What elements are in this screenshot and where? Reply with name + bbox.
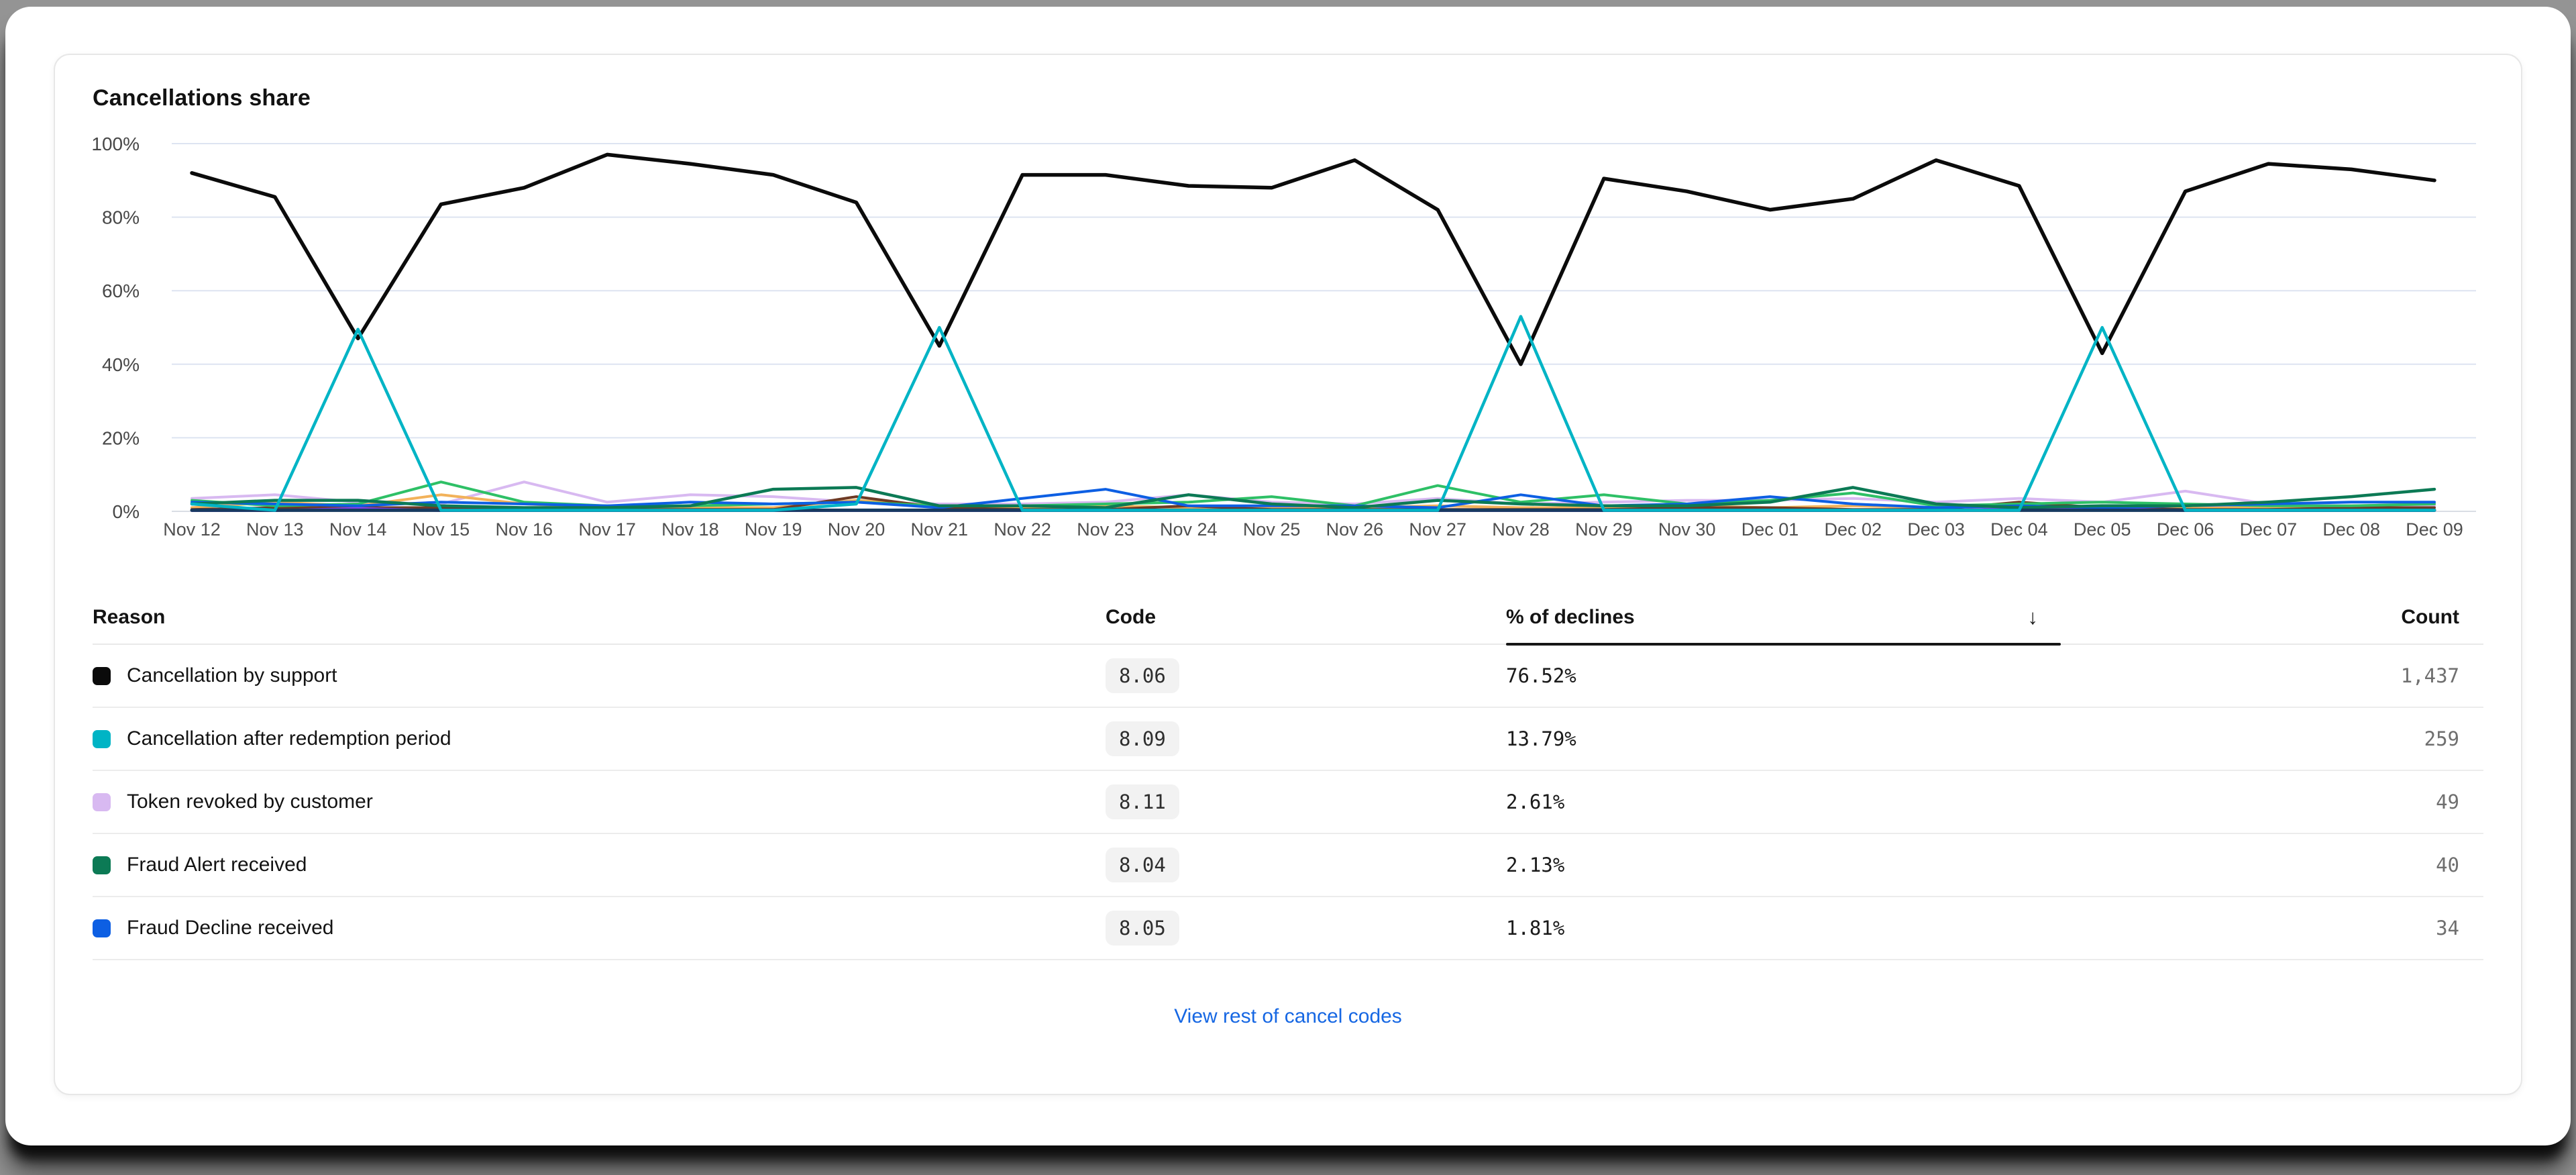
cancellations-share-card: Cancellations share 0% 20% 40% 60% 80% 100% No… — [54, 54, 2522, 1095]
column-header-pct-label: % of declines — [1506, 606, 1635, 628]
series-color-swatch — [93, 856, 111, 874]
card-title: Cancellations share — [93, 85, 311, 111]
code-badge: 8.11 — [1106, 784, 1179, 819]
reason-cell: Fraud Alert received — [93, 854, 1106, 876]
count-cell: 49 — [2436, 790, 2459, 813]
x-axis-tick: Nov 17 — [578, 519, 636, 540]
pct-cell: 2.61% — [1506, 790, 1565, 813]
code-badge: 8.06 — [1106, 658, 1179, 693]
x-axis-tick: Dec 04 — [1990, 519, 2048, 540]
y-axis-tick: 60% — [102, 280, 140, 301]
code-cell: 8.11 — [1106, 784, 1506, 819]
x-axis-tick: Nov 15 — [413, 519, 470, 540]
x-axis-tick: Nov 18 — [661, 519, 719, 540]
table-footer: View rest of cancel codes — [93, 1005, 2483, 1029]
series-line-fraud-alert-received — [190, 486, 2436, 509]
pct-cell: 76.52% — [1506, 664, 1576, 687]
series-line-cancellation-by-support — [190, 152, 2436, 366]
table-row: Fraud Alert received 8.04 2.13% 40 — [93, 834, 2483, 897]
cancellations-chart: 0% 20% 40% 60% 80% 100% Nov 12 Nov 13 Nov 14 Nov … — [93, 129, 2483, 558]
code-cell: 8.05 — [1106, 911, 1506, 946]
x-axis-tick: Dec 06 — [2157, 519, 2214, 540]
app-window: Cancellations share 0% 20% 40% 60% 80% 100% No… — [5, 7, 2571, 1145]
cancellations-chart-svg: 0% 20% 40% 60% 80% 100% Nov 12 Nov 13 Nov 14 Nov … — [93, 134, 2476, 540]
code-cell: 8.06 — [1106, 658, 1506, 693]
x-axis-tick: Dec 08 — [2322, 519, 2380, 540]
y-axis-tick: 80% — [102, 207, 140, 228]
x-axis-tick: Nov 22 — [994, 519, 1051, 540]
table-row: Cancellation by support 8.06 76.52% 1,43… — [93, 645, 2483, 708]
code-badge: 8.09 — [1106, 721, 1179, 756]
x-axis-tick: Dec 07 — [2240, 519, 2298, 540]
x-axis-tick: Nov 21 — [911, 519, 969, 540]
x-axis-tick: Nov 24 — [1160, 519, 1218, 540]
column-header-pct-of-declines[interactable]: % of declines ↓ — [1506, 605, 2061, 629]
table-header-row: Reason Code % of declines ↓ Count — [93, 591, 2483, 646]
x-axis-tick: Dec 09 — [2406, 519, 2463, 540]
reason-label: Fraud Alert received — [127, 854, 307, 876]
reason-cell: Fraud Decline received — [93, 917, 1106, 939]
x-axis-tick: Dec 05 — [2074, 519, 2131, 540]
x-axis-tick: Nov 16 — [496, 519, 553, 540]
sort-descending-icon[interactable]: ↓ — [2027, 605, 2039, 629]
series-line-other-green — [191, 480, 2436, 507]
x-axis-tick: Nov 25 — [1243, 519, 1301, 540]
sorted-column-underline — [1506, 643, 2061, 646]
reason-label: Fraud Decline received — [127, 917, 334, 939]
series-color-swatch — [93, 919, 111, 937]
pct-cell: 2.13% — [1506, 854, 1565, 876]
x-axis-tick: Dec 03 — [1907, 519, 1965, 540]
reason-cell: Cancellation after redemption period — [93, 727, 1106, 750]
x-axis-tick: Nov 23 — [1077, 519, 1134, 540]
x-axis-tick: Nov 20 — [828, 519, 885, 540]
cancel-codes-table: Reason Code % of declines ↓ Count Cancel… — [93, 591, 2483, 960]
y-axis-tick: 40% — [102, 354, 140, 375]
series-line-token-revoked-by-customer — [191, 480, 2436, 507]
code-badge: 8.04 — [1106, 848, 1179, 882]
x-axis-tick: Nov 29 — [1575, 519, 1633, 540]
table-row: Cancellation after redemption period 8.0… — [93, 708, 2483, 771]
column-header-code[interactable]: Code — [1106, 606, 1156, 628]
x-axis-tick: Nov 13 — [246, 519, 304, 540]
code-cell: 8.04 — [1106, 848, 1506, 882]
x-axis-tick: Nov 26 — [1326, 519, 1384, 540]
count-cell: 1,437 — [2400, 664, 2459, 687]
code-badge: 8.05 — [1106, 911, 1179, 946]
reason-label: Token revoked by customer — [127, 790, 373, 813]
pct-cell: 1.81% — [1506, 917, 1565, 939]
table-row: Fraud Decline received 8.05 1.81% 34 — [93, 897, 2483, 960]
view-rest-of-cancel-codes-link[interactable]: View rest of cancel codes — [1174, 1005, 1402, 1027]
series-color-swatch — [93, 793, 111, 811]
x-axis-tick: Nov 30 — [1658, 519, 1716, 540]
column-header-count[interactable]: Count — [2401, 606, 2459, 628]
reason-label: Cancellation after redemption period — [127, 727, 451, 750]
x-axis-tick: Nov 14 — [329, 519, 387, 540]
x-axis-tick: Dec 02 — [1825, 519, 1882, 540]
count-cell: 34 — [2436, 917, 2459, 939]
series-color-swatch — [93, 666, 111, 685]
x-axis-tick: Dec 01 — [1741, 519, 1799, 540]
y-axis-tick: 100% — [93, 134, 140, 154]
x-axis-tick: Nov 28 — [1492, 519, 1550, 540]
reason-cell: Cancellation by support — [93, 664, 1106, 687]
column-header-reason[interactable]: Reason — [93, 606, 166, 628]
y-axis-tick: 0% — [113, 501, 140, 522]
series-color-swatch — [93, 729, 111, 748]
count-cell: 259 — [2424, 727, 2459, 750]
reason-label: Cancellation by support — [127, 664, 337, 686]
count-cell: 40 — [2436, 854, 2459, 876]
x-axis-tick: Nov 27 — [1409, 519, 1466, 540]
table-row: Token revoked by customer 8.11 2.61% 49 — [93, 771, 2483, 834]
code-cell: 8.09 — [1106, 721, 1506, 756]
reason-cell: Token revoked by customer — [93, 790, 1106, 813]
y-axis-tick: 20% — [102, 427, 140, 448]
series-line-cancellation-after-redemption-period — [190, 315, 2436, 512]
pct-cell: 13.79% — [1506, 727, 1576, 750]
x-axis-tick: Nov 12 — [163, 519, 221, 540]
x-axis-tick: Nov 19 — [745, 519, 802, 540]
